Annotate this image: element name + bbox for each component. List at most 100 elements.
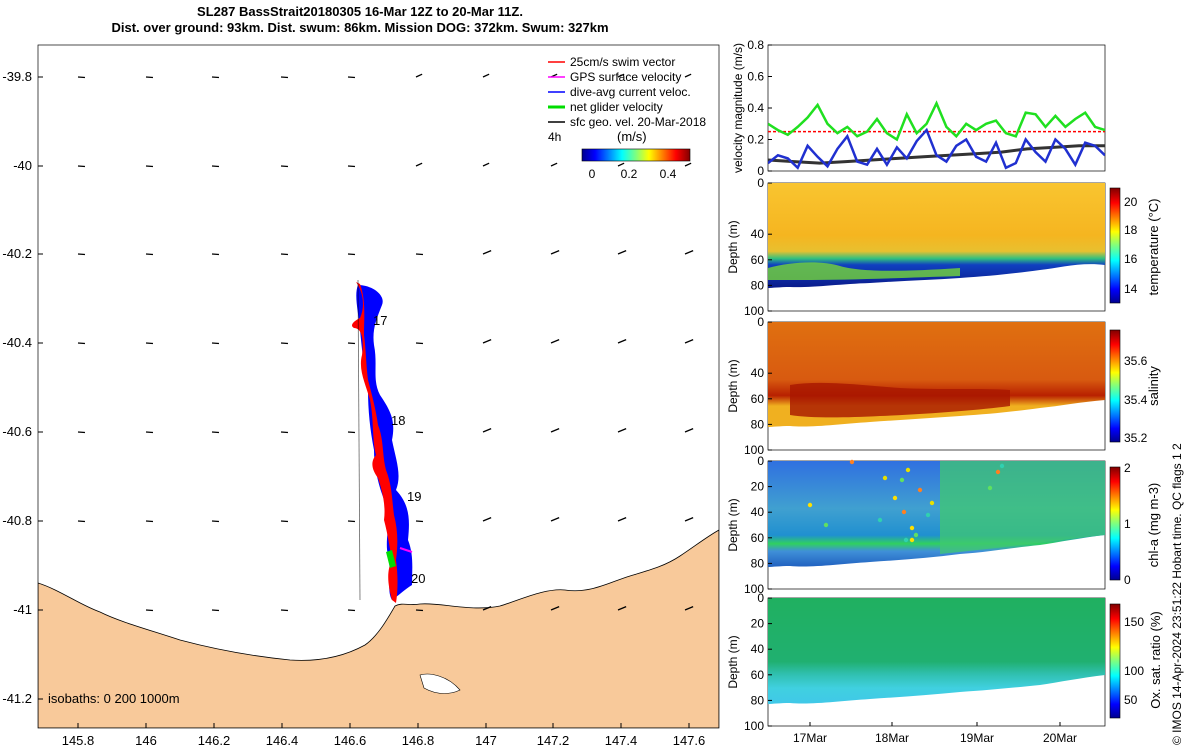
chla-sample-dot	[903, 537, 909, 543]
depth-tick-label: 60	[751, 392, 765, 406]
oxygen-colorbar-tick: 100	[1124, 664, 1144, 678]
colorbar-unit-label: (m/s)	[617, 129, 647, 144]
map-x-tick-label: 146.6	[334, 733, 367, 748]
map-x-tick-label: 147.6	[673, 733, 706, 748]
chla-sample-dot	[909, 537, 915, 543]
oxygen-colorbar-tick: 150	[1124, 615, 1144, 629]
isobath-note: isobaths: 0 200 1000m	[48, 691, 180, 706]
velocity-y-tick-label: 0.8	[747, 38, 764, 52]
geo-velocity-arrow	[550, 428, 560, 433]
geo-velocity-arrow	[415, 162, 423, 167]
salinity-colorbar-tick: 35.4	[1124, 393, 1148, 407]
geo-velocity-arrow	[684, 428, 694, 433]
day-label: 17	[373, 313, 387, 328]
geo-velocity-arrow	[415, 73, 423, 78]
chla-colorbar-label: chl-a (mg m-3)	[1146, 483, 1161, 568]
geo-velocity-arrow	[482, 517, 492, 522]
temperature-colorbar-tick: 14	[1124, 282, 1138, 296]
chla-sample-dot	[999, 463, 1005, 469]
geo-velocity-arrow	[482, 606, 492, 611]
gps-legend-label: GPS surface velocity	[570, 70, 681, 84]
map-x-tick-label: 146	[135, 733, 157, 748]
temperature-colorbar-tick: 18	[1124, 223, 1138, 237]
map-y-tick-label: -40.8	[2, 513, 32, 528]
chla-sample-dot	[995, 469, 1001, 475]
chla-sample-dot	[892, 495, 898, 501]
geo-velocity-arrow	[684, 73, 692, 78]
chla-sample-dot	[913, 532, 919, 538]
map-y-tick-label: -40	[13, 158, 32, 173]
geostrophic-velocity-vectors	[77, 73, 694, 612]
map-y-tick-label: -41	[13, 602, 32, 617]
depth-tick-label: 60	[751, 531, 765, 545]
geo-velocity-arrow	[482, 73, 490, 78]
time-tick-label: 17Mar	[793, 731, 827, 745]
interval-label: 4h	[548, 130, 561, 144]
time-tick-label: 19Mar	[960, 731, 994, 745]
swim-vector-legend-label: 25cm/s swim vector	[570, 55, 675, 69]
chla-sample-dot	[917, 487, 923, 493]
depth-tick-label: 100	[744, 582, 764, 596]
chla-sample-dot	[849, 459, 855, 465]
depth-tick-label: 80	[751, 278, 765, 292]
island	[419, 673, 461, 694]
net-speed-line	[768, 100, 1105, 142]
map-y-tick-label: -41.2	[2, 691, 32, 706]
depth-tick-label: 80	[751, 417, 765, 431]
oxygen-colorbar	[1109, 603, 1121, 719]
day-label: 18	[391, 413, 405, 428]
geo-velocity-arrow	[617, 517, 627, 522]
depth-tick-label: 40	[751, 227, 765, 241]
chla-sample-dot	[882, 475, 888, 481]
geo-velocity-arrow	[550, 250, 560, 255]
chla-sample-dot	[899, 477, 905, 483]
chla-sample-dot	[929, 500, 935, 506]
tasmania-coastline	[38, 529, 719, 728]
depth-tick-label: 40	[751, 366, 765, 380]
day-label: 20	[411, 571, 425, 586]
chla-sample-dot	[807, 502, 813, 508]
title-line-1: SL287 BassStrait20180305 16-Mar 12Z to 2…	[197, 4, 523, 19]
depth-tick-label: 0	[757, 454, 764, 468]
chla-sample-dot	[905, 467, 911, 473]
geo-velocity-arrow	[684, 339, 694, 344]
temperature-colorbar-tick: 20	[1124, 195, 1138, 209]
depth-label: Depth (m)	[726, 359, 740, 412]
chla-sample-dots	[807, 459, 1005, 543]
dive-avg-legend-label: dive-avg current veloc.	[570, 85, 691, 99]
colorbar-tick: 0.4	[660, 167, 677, 181]
chla-sample-dot	[987, 485, 993, 491]
depth-label: Depth (m)	[726, 635, 740, 688]
map-x-tick-label: 147.2	[537, 733, 570, 748]
temperature-colorbar-label: temperature (°C)	[1146, 199, 1161, 296]
geo-velocity-arrow	[684, 250, 694, 255]
figure-title: SL287 BassStrait20180305 16-Mar 12Z to 2…	[0, 4, 720, 36]
map-x-tick-label: 146.8	[402, 733, 435, 748]
oxygen-section-panel: Depth (m) 0 20 40 60 80 100 150 100 50 Ox. sa…	[726, 591, 1163, 733]
track-centerline	[357, 279, 361, 601]
geo-velocity-arrow	[617, 606, 627, 611]
temperature-section-fill	[768, 183, 1105, 288]
depth-tick-label: 80	[751, 693, 765, 707]
map-x-tick-label: 147	[475, 733, 497, 748]
chla-surface-patch	[940, 461, 1105, 554]
temperature-section-panel: Depth (m) 0 40 60 80 100 20 18 16 14 tempera…	[726, 176, 1161, 318]
speed-colorbar	[581, 148, 691, 162]
chla-sample-dot	[925, 512, 931, 518]
oxygen-colorbar-label: Ox. sat. ratio (%)	[1148, 611, 1163, 709]
map-y-tick-label: -40.2	[2, 246, 32, 261]
map-x-tick-label: 145.8	[62, 733, 95, 748]
velocity-y-tick-label: 0	[757, 164, 764, 178]
depth-tick-label: 40	[751, 505, 765, 519]
colorbar-tick: 0.2	[621, 167, 638, 181]
chla-colorbar-tick: 2	[1124, 461, 1131, 475]
depth-tick-label: 0	[757, 591, 764, 605]
chla-sample-dot	[877, 517, 883, 523]
geo-velocity-arrow	[617, 250, 627, 255]
geo-velocity-arrow	[617, 73, 625, 78]
velocity-y-tick-label: 0.4	[747, 101, 764, 115]
geo-velocity-arrow	[482, 339, 492, 344]
depth-tick-label: 0	[757, 176, 764, 190]
velocity-ylabel: velocity magnitude (m/s)	[731, 43, 745, 173]
